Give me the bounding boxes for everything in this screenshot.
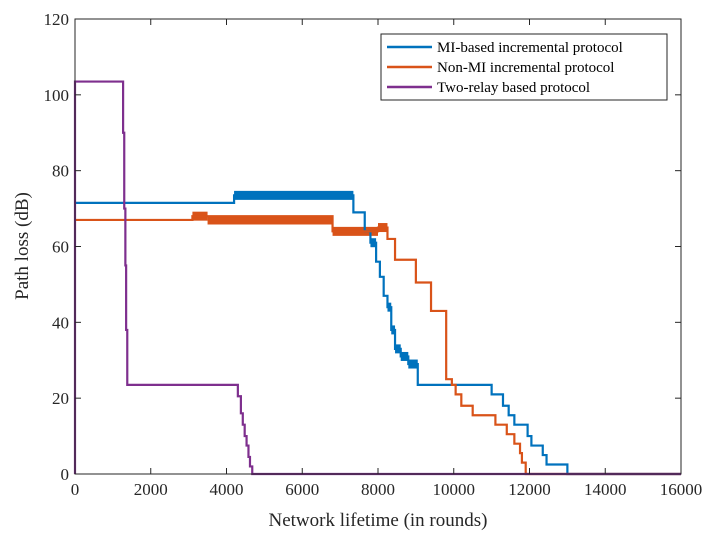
series-line-1 [75, 194, 681, 476]
y-axis-title: Path loss (dB) [12, 192, 33, 300]
y-tick-label: 60 [52, 238, 69, 257]
x-tick-label: 16000 [660, 480, 703, 499]
axis-ticks [74, 18, 682, 475]
series-line-3 [73, 80, 681, 476]
x-axis-title: Network lifetime (in rounds) [269, 510, 488, 531]
y-tick-label: 120 [44, 10, 70, 29]
x-tick-label: 4000 [210, 480, 244, 499]
legend-entry: Non-MI incremental protocol [437, 60, 614, 76]
x-tick-labels: 0 2000 4000 6000 8000 10000 12000 14000 16000 [71, 480, 703, 499]
x-tick-label: 14000 [584, 480, 627, 499]
y-tick-label: 100 [44, 86, 70, 105]
y-tick-label: 40 [52, 313, 69, 332]
series-line-2 [75, 215, 681, 476]
legend: MI-based incremental protocol Non-MI incr… [380, 33, 668, 101]
x-tick-label: 12000 [508, 480, 551, 499]
series-lines [73, 80, 681, 476]
x-tick-label: 2000 [134, 480, 168, 499]
y-tick-label: 20 [52, 389, 69, 408]
y-tick-label: 80 [52, 162, 69, 181]
legend-entry: MI-based incremental protocol [437, 40, 623, 56]
y-tick-labels: 0 20 40 60 80 100 120 [44, 10, 70, 484]
x-tick-label: 10000 [433, 480, 476, 499]
x-tick-label: 0 [71, 480, 80, 499]
y-tick-label: 0 [61, 465, 70, 484]
x-tick-label: 6000 [285, 480, 319, 499]
legend-entry: Two-relay based protocol [437, 80, 590, 96]
x-tick-label: 8000 [361, 480, 395, 499]
